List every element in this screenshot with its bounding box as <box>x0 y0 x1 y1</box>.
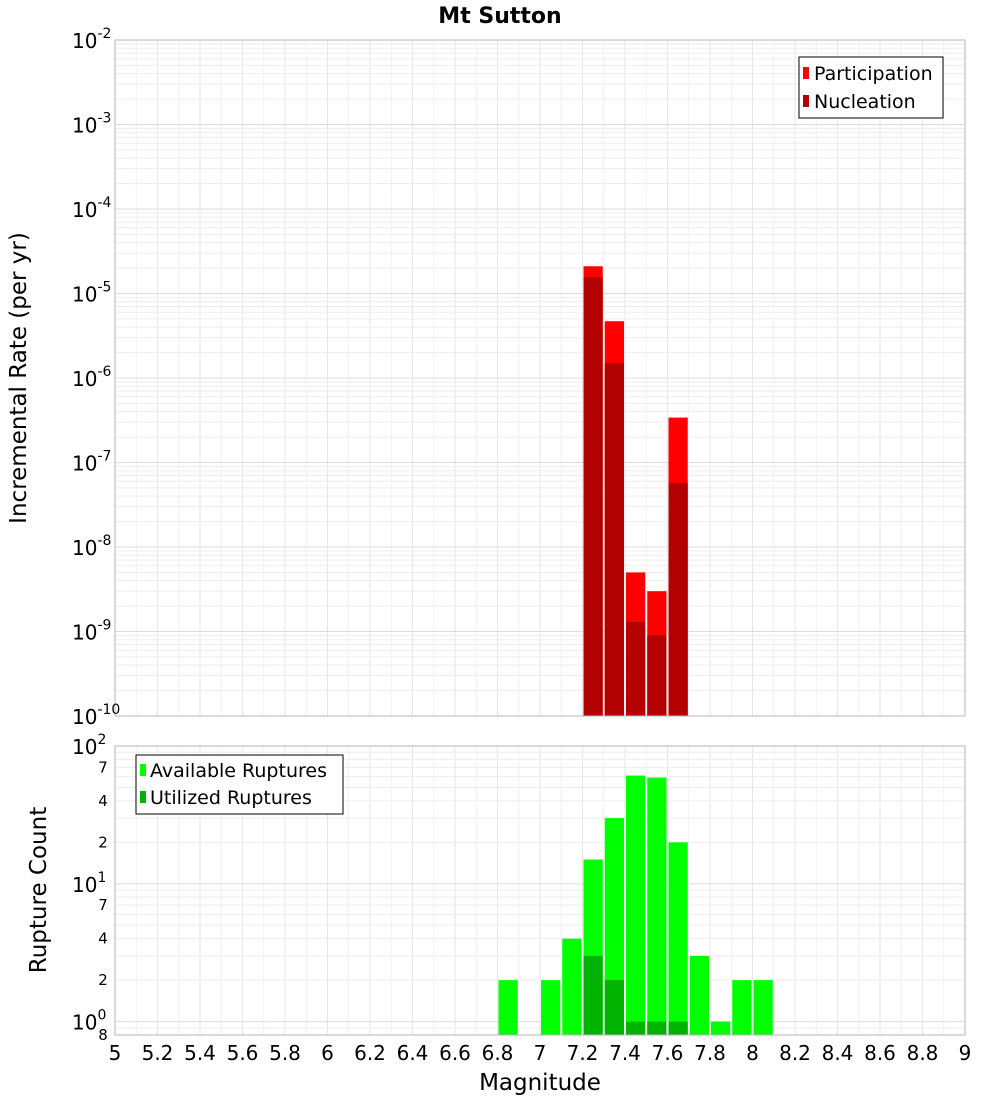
y-tick-label: 10-6 <box>72 364 112 391</box>
rate-panel: 10-2 10-3 10-4 10-5 10-6 10-7 10-8 10-9 10-10 In… <box>6 26 966 729</box>
rate-grid <box>114 40 966 717</box>
y-tick-label: 10-10 <box>72 702 120 729</box>
x-tick-label: 5.2 <box>142 1041 174 1065</box>
legend-label-nucleation: Nucleation <box>814 91 916 113</box>
nucleation-bar <box>668 483 688 716</box>
y-tick-label: 102 <box>72 732 106 759</box>
x-tick-label: 7.2 <box>567 1041 599 1065</box>
nucleation-bar <box>604 363 624 716</box>
y-tick-label: 10-3 <box>72 111 111 138</box>
x-tick-label: 7.4 <box>609 1041 641 1065</box>
available-ruptures-bar <box>732 980 752 1035</box>
x-tick-label: 6.2 <box>354 1041 386 1065</box>
rate-y-ticks: 10-2 10-3 10-4 10-5 10-6 10-7 10-8 10-9 10-10 <box>72 26 120 729</box>
legend-swatch-utilized <box>140 791 146 803</box>
rate-legend-box <box>798 56 944 119</box>
rate-bars <box>583 266 688 716</box>
x-tick-label: 9 <box>959 1041 972 1065</box>
x-tick-label: 5.6 <box>227 1041 259 1065</box>
y-minor-tick-label: 7 <box>98 896 108 914</box>
x-tick-labels: 5 5.2 5.4 5.6 5.8 6 6.2 6.4 6.6 6.8 7 7.2 7.4 7.6 7.8 8… <box>109 1041 972 1065</box>
count-plot-border <box>114 745 966 1036</box>
y-tick-label: 10-7 <box>72 449 111 476</box>
y-minor-tick-label: 7 <box>98 758 108 776</box>
utilized-ruptures-bar <box>626 1021 646 1035</box>
y-tick-label: 10-9 <box>72 618 111 645</box>
available-ruptures-bar <box>626 775 646 1035</box>
count-legend-box <box>135 754 344 815</box>
y-minor-tick-label: 4 <box>98 792 108 810</box>
x-tick-label: 8 <box>746 1041 759 1065</box>
x-tick-label: 5 <box>109 1041 122 1065</box>
y-tick-label: 101 <box>72 870 106 897</box>
count-legend: Available Ruptures Utilized Ruptures <box>135 754 344 815</box>
x-tick-label: 6.8 <box>482 1041 514 1065</box>
x-tick-label: 5.4 <box>184 1041 216 1065</box>
legend-label-participation: Participation <box>814 63 933 85</box>
available-ruptures-bar <box>541 980 561 1035</box>
y-tick-label: 10-4 <box>72 195 112 222</box>
x-tick-label: 6 <box>321 1041 334 1065</box>
x-tick-label: 8.2 <box>779 1041 811 1065</box>
chart-title: Mt Sutton <box>438 4 561 29</box>
x-tick-label: 8.8 <box>907 1041 939 1065</box>
x-tick-label: 6.4 <box>397 1041 429 1065</box>
utilized-ruptures-bar <box>647 1021 667 1035</box>
x-tick-label: 7.8 <box>694 1041 726 1065</box>
available-ruptures-bar <box>647 777 667 1035</box>
available-ruptures-bar <box>498 980 518 1035</box>
nucleation-bar <box>583 277 603 716</box>
x-tick-label: 7 <box>534 1041 547 1065</box>
count-y-axis-title: Rupture Count <box>26 807 52 973</box>
y-tick-label: 10-2 <box>72 26 111 53</box>
x-tick-label: 8.6 <box>864 1041 896 1065</box>
y-minor-tick-label: 2 <box>98 971 108 989</box>
utilized-ruptures-bar <box>668 1021 688 1035</box>
legend-label-utilized: Utilized Ruptures <box>150 787 312 809</box>
y-tick-label: 10-8 <box>72 533 111 560</box>
x-axis-title: Magnitude <box>479 1070 601 1096</box>
legend-label-available: Available Ruptures <box>150 760 327 782</box>
rate-plot-border <box>114 39 966 717</box>
legend-swatch-participation <box>803 67 809 79</box>
available-ruptures-bar <box>753 980 773 1035</box>
available-ruptures-bar <box>562 938 582 1035</box>
legend-swatch-nucleation <box>803 95 809 107</box>
y-minor-tick-label: 8 <box>98 1026 108 1044</box>
y-minor-tick-label: 2 <box>98 833 108 851</box>
available-ruptures-bar <box>689 955 709 1035</box>
y-minor-tick-label: 4 <box>98 930 108 948</box>
legend-swatch-available <box>140 764 146 776</box>
utilized-ruptures-bar <box>583 955 603 1035</box>
nucleation-bar <box>647 635 667 716</box>
rate-y-axis-title: Incremental Rate (per yr) <box>6 232 32 524</box>
utilized-ruptures-bar <box>604 980 624 1035</box>
y-tick-label: 10-5 <box>72 280 111 307</box>
rate-legend: Participation Nucleation <box>798 56 944 119</box>
x-tick-label: 6.6 <box>439 1041 471 1065</box>
x-tick-label: 8.4 <box>822 1041 854 1065</box>
x-tick-label: 5.8 <box>269 1041 301 1065</box>
x-tick-label: 7.6 <box>652 1041 684 1065</box>
available-ruptures-bar <box>668 842 688 1035</box>
nucleation-bar <box>626 621 646 716</box>
available-ruptures-bar <box>711 1021 731 1035</box>
count-bars <box>498 775 773 1035</box>
